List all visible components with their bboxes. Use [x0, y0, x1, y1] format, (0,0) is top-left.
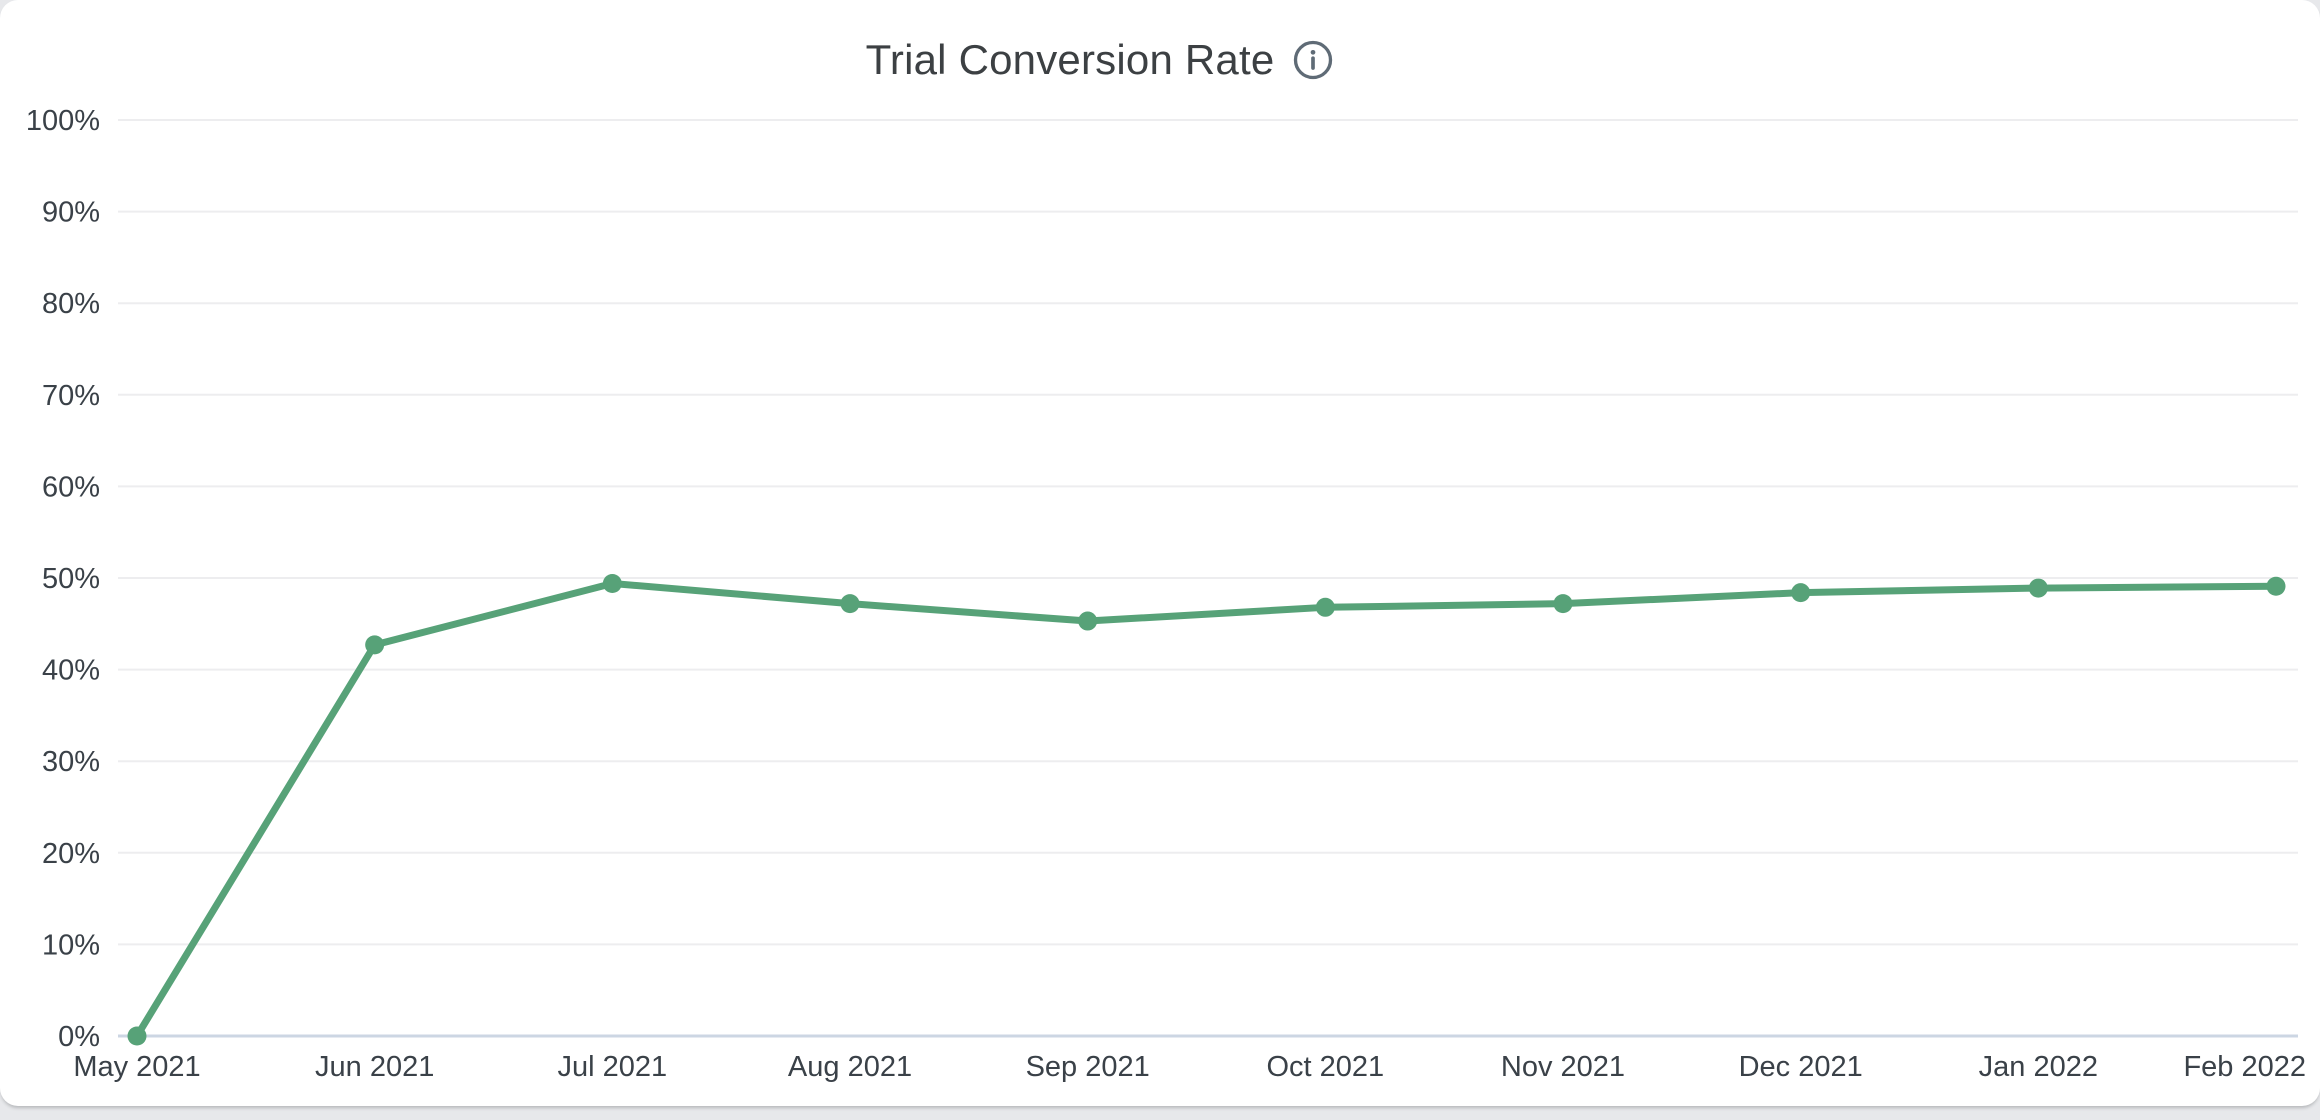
y-tick-label: 80% [42, 288, 100, 320]
y-tick-label: 90% [42, 197, 100, 229]
data-point[interactable] [1791, 583, 1811, 603]
x-tick-label: Oct 2021 [1266, 1051, 1384, 1083]
data-point[interactable] [127, 1026, 147, 1046]
chart-header: Trial Conversion Rate [0, 30, 2320, 90]
y-tick-label: 100% [26, 105, 100, 137]
data-point[interactable] [365, 635, 385, 655]
y-tick-label: 70% [42, 380, 100, 412]
x-tick-label: Sep 2021 [1026, 1051, 1150, 1083]
x-tick-label: Feb 2022 [2183, 1051, 2306, 1083]
data-point[interactable] [2028, 578, 2048, 598]
x-tick-label: Jan 2022 [1979, 1051, 2098, 1083]
y-tick-label: 10% [42, 929, 100, 961]
y-tick-label: 20% [42, 838, 100, 870]
chart-title: Trial Conversion Rate [865, 36, 1275, 83]
data-point[interactable] [1078, 611, 1098, 631]
x-tick-label: May 2021 [73, 1051, 200, 1083]
data-point[interactable] [840, 594, 860, 614]
data-point[interactable] [2266, 576, 2286, 596]
y-tick-label: 50% [42, 563, 100, 595]
y-tick-label: 0% [58, 1021, 100, 1053]
x-tick-label: Aug 2021 [788, 1051, 912, 1083]
info-icon[interactable] [1292, 39, 1334, 81]
data-point[interactable] [1315, 597, 1335, 617]
data-point[interactable] [602, 573, 622, 593]
y-tick-label: 60% [42, 471, 100, 503]
x-tick-label: Dec 2021 [1739, 1051, 1863, 1083]
x-tick-label: Jul 2021 [558, 1051, 668, 1083]
series-line [133, 579, 2280, 1040]
x-tick-label: Jun 2021 [315, 1051, 434, 1083]
data-point[interactable] [1553, 594, 1573, 614]
x-tick-label: Nov 2021 [1501, 1051, 1625, 1083]
y-tick-label: 30% [42, 746, 100, 778]
y-tick-label: 40% [42, 655, 100, 687]
